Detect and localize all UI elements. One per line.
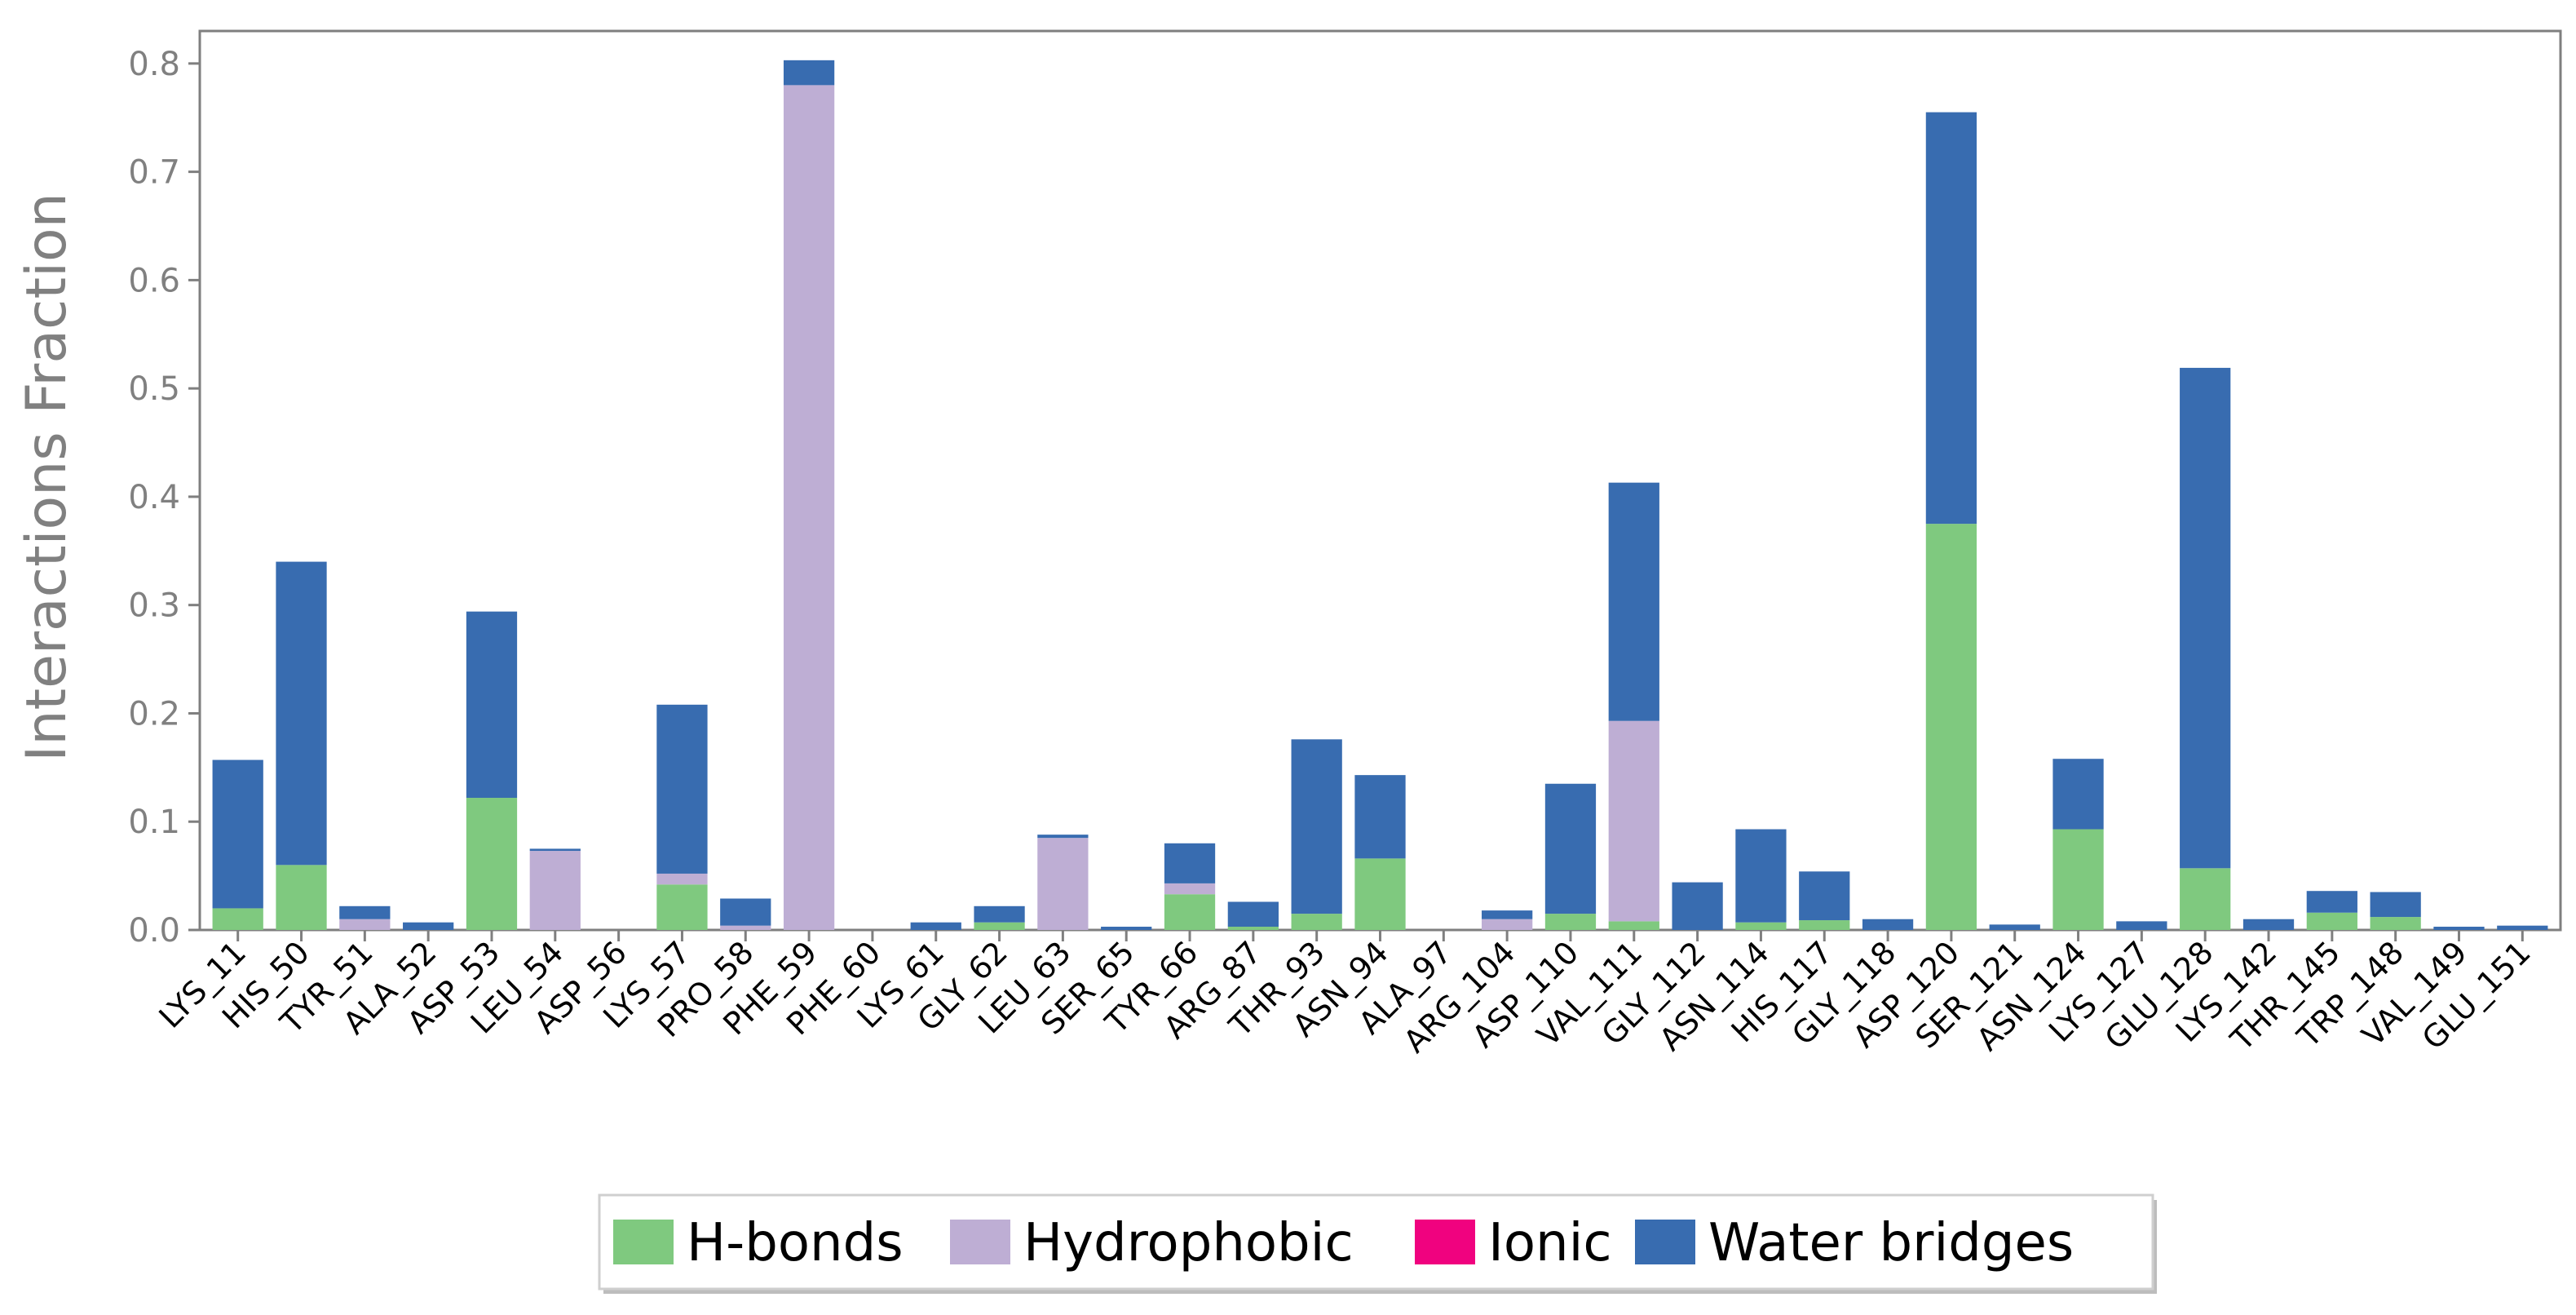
legend-swatch [1415,1220,1475,1264]
bar-segment-water-bridges [1101,927,1152,930]
bar-segment-hydrophobic [1482,919,1533,930]
bar-segment-h-bonds [2180,868,2231,930]
bar-segment-hydrophobic [529,851,581,930]
y-tick-label: 0.7 [128,154,180,192]
legend-swatch [1635,1220,1695,1264]
bar-segment-h-bonds [1608,921,1659,930]
bar-segment-hydrophobic [339,919,391,930]
bar-segment-water-bridges [1164,843,1216,883]
y-tick-label: 0.8 [128,46,180,83]
bar-segment-water-bridges [783,60,835,86]
bar-segment-water-bridges [1735,829,1787,923]
bar-segment-water-bridges [2180,367,2231,869]
bar-segment-water-bridges [1544,783,1597,914]
bar-segment-h-bonds [2370,917,2421,930]
bar-segment-water-bridges [974,905,1025,923]
bar-segment-water-bridges [1291,739,1342,914]
y-axis-label: Interactions Fraction [15,193,79,761]
bar-segment-water-bridges [339,905,391,919]
bar-segment-h-bonds [2052,829,2104,930]
bar-segment-water-bridges [1227,901,1279,928]
bar-segment-water-bridges [1037,835,1089,839]
bar-segment-hydrophobic [720,925,771,930]
bar-segment-h-bonds [656,884,708,930]
bar-segment-h-bonds [1799,920,1850,930]
legend-swatch [950,1220,1010,1264]
bar-segment-water-bridges [1354,775,1406,859]
bar-segment-h-bonds [1164,894,1216,930]
legend-box [598,1193,2154,1291]
bar-segment-water-bridges [529,848,581,852]
bar-segment-hydrophobic [1608,720,1659,922]
legend-entry: Ionic [1488,1213,1612,1273]
y-tick-label: 0.5 [128,370,180,408]
bar-segment-h-bonds [2306,912,2357,930]
bar-segment-water-bridges [1672,882,1723,930]
bar-segment-hydrophobic [1037,838,1089,930]
bar-segment-h-bonds [1291,914,1342,930]
bar-segment-water-bridges [1608,482,1659,721]
bar-segment-water-bridges [1799,871,1850,921]
bar-segment-water-bridges [403,922,454,930]
bar-segment-water-bridges [1482,910,1533,919]
bar-segment-water-bridges [1862,919,1914,930]
bar-segment-water-bridges [2306,891,2357,913]
bar-segment-water-bridges [2052,759,2104,830]
bar-segment-h-bonds [212,908,263,930]
legend-entry: Water bridges [1708,1213,2074,1273]
legend: H-bonds Hydrophobic Ionic Water bridges [598,1193,2157,1294]
y-tick-label: 0.4 [128,479,180,516]
y-tick-label: 0.3 [128,587,180,625]
bar-segment-water-bridges [2497,925,2548,930]
bar-segment-hydrophobic [783,85,835,931]
bar-segment-hydrophobic [1164,883,1216,895]
bar-segment-h-bonds [1735,922,1787,930]
bar-segment-water-bridges [2433,927,2485,930]
bar-segment-water-bridges [910,922,961,930]
bar-segment-water-bridges [466,611,518,799]
bar-segment-h-bonds [1544,914,1597,930]
bar-segment-h-bonds [466,798,518,930]
bar-segment-water-bridges [1989,924,2040,930]
legend-entry: H-bonds [687,1213,904,1273]
bar-segment-h-bonds [1925,524,1977,930]
bar-segment-h-bonds [974,922,1025,930]
bar-segment-water-bridges [656,704,708,874]
legend-entry: Hydrophobic [1023,1213,1354,1273]
bar-segment-water-bridges [2242,919,2295,930]
y-tick-label: 0.6 [128,262,180,299]
bar-segment-water-bridges [276,561,327,866]
bar-segment-water-bridges [720,898,771,926]
y-tick-label: 0.1 [128,804,180,841]
bar-segment-water-bridges [2116,921,2167,930]
legend-swatch [613,1220,674,1264]
y-tick-label: 0.2 [128,695,180,733]
bar-segment-water-bridges [1925,112,1977,525]
bar-segment-h-bonds [1227,927,1279,930]
bar-segment-h-bonds [276,865,327,930]
bar-segment-water-bridges [2370,892,2421,918]
y-tick-label: 0.0 [128,912,180,950]
bar-segment-water-bridges [212,759,263,909]
bar-segment-h-bonds [1354,858,1406,930]
bar-segment-hydrophobic [656,873,708,885]
